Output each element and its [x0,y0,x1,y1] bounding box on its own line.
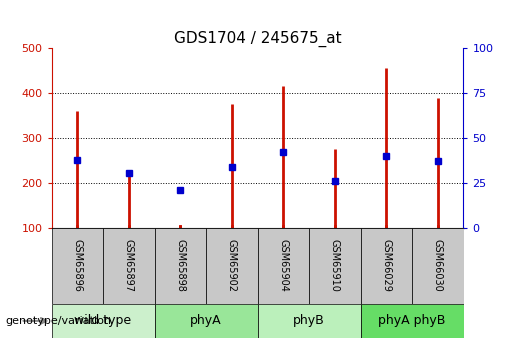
Text: GSM66029: GSM66029 [381,239,391,292]
Text: GSM65902: GSM65902 [227,239,237,292]
Text: phyA: phyA [190,314,222,327]
Text: GSM65898: GSM65898 [175,239,185,292]
Bar [103,228,154,304]
Bar [206,228,258,304]
Text: GSM65897: GSM65897 [124,239,134,292]
Text: GSM65896: GSM65896 [72,239,82,292]
Bar [360,304,464,338]
Bar [154,304,258,338]
Text: phyB: phyB [293,314,325,327]
Text: GSM66030: GSM66030 [433,239,443,292]
Text: genotype/variation: genotype/variation [5,316,111,326]
Text: phyA phyB: phyA phyB [379,314,445,327]
Bar [258,228,309,304]
Text: wild type: wild type [75,314,131,327]
Title: GDS1704 / 245675_at: GDS1704 / 245675_at [174,31,341,47]
Bar [52,228,103,304]
Text: GSM65904: GSM65904 [278,239,288,292]
Bar [154,228,206,304]
Bar [258,304,360,338]
Bar [412,228,464,304]
Bar [360,228,412,304]
Text: GSM65910: GSM65910 [330,239,340,292]
Bar [52,304,154,338]
Bar [309,228,360,304]
